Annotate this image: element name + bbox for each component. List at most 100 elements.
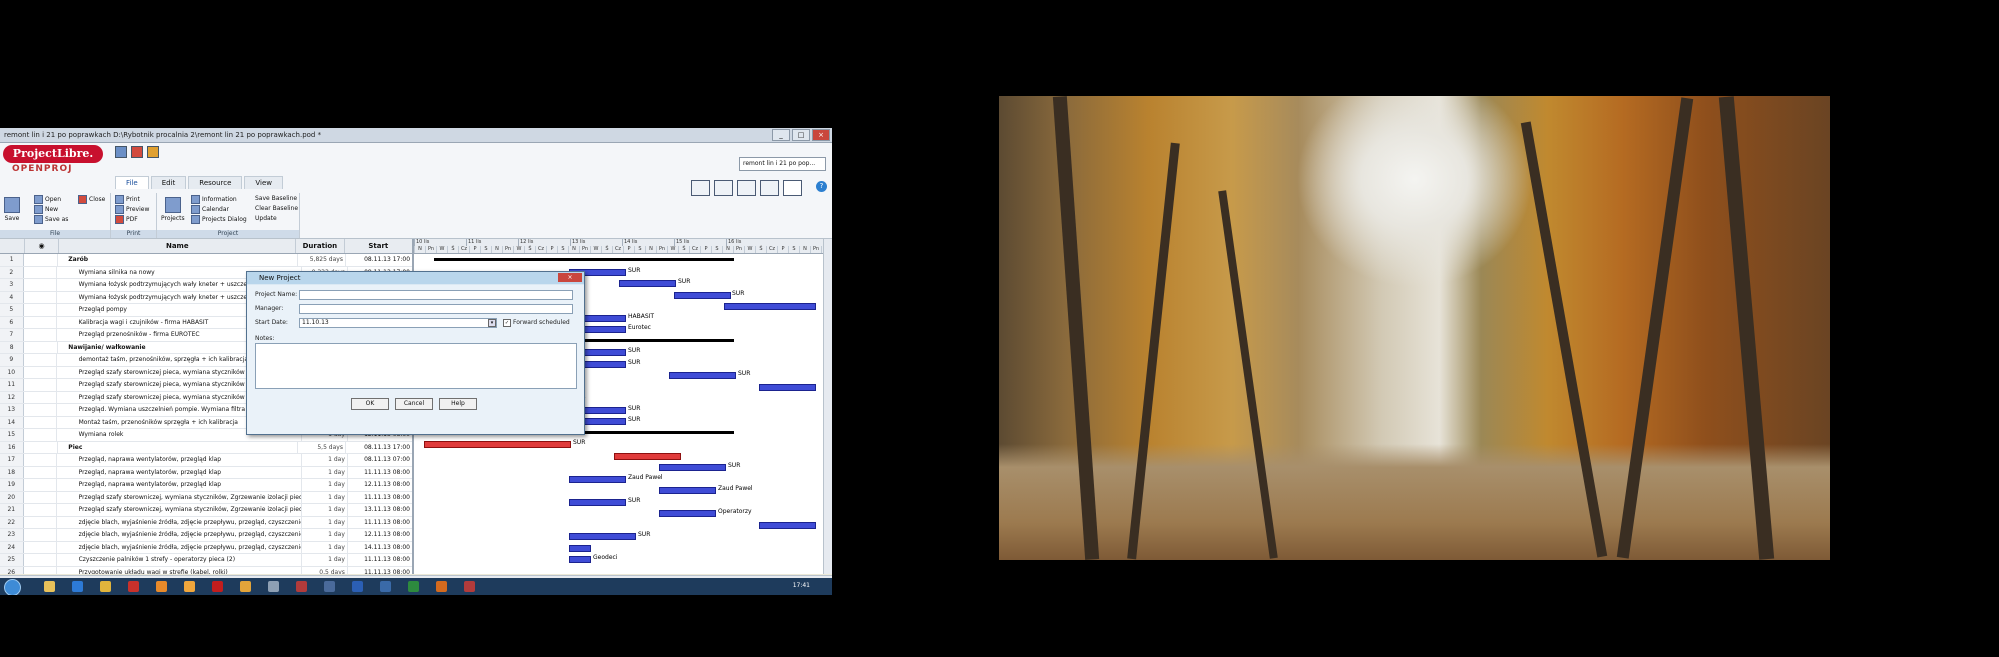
excel-icon[interactable] [408,581,419,592]
blank-view-icon[interactable] [783,180,802,196]
preview-button[interactable]: Preview [115,205,149,214]
task-name[interactable]: Piec [58,441,299,453]
information-button[interactable]: Information [191,195,237,204]
task-id[interactable]: 7 [0,329,24,341]
task-id[interactable]: 5 [0,304,24,316]
dialog-close-icon[interactable]: × [558,273,582,282]
header-name[interactable]: Name [59,239,297,253]
task-indicators[interactable] [24,566,57,574]
chrome-icon[interactable] [100,581,111,592]
task-id[interactable]: 13 [0,404,24,416]
task-name[interactable]: zdjęcie blach, wyjaśnienie źródła, zdjęc… [57,529,302,541]
pdf-app-icon[interactable] [296,581,307,592]
task-duration[interactable]: 1 day [302,529,348,541]
task-id[interactable]: 20 [0,491,24,503]
save-button[interactable]: Save [4,197,20,222]
task-indicators[interactable] [24,404,57,416]
task-start[interactable]: 08.11.13 17:00 [364,256,411,263]
task-id[interactable]: 11 [0,379,24,391]
task-name[interactable]: Przegląd szafy sterowniczej, wymiana sty… [57,504,302,516]
task-name[interactable]: Przegląd, naprawa wentylatorów, przegląd… [57,466,302,478]
task-indicators[interactable] [24,254,59,266]
gantt-task-bar[interactable] [659,464,726,471]
print-button[interactable]: Print [115,195,140,204]
resources-view-icon[interactable] [737,180,756,196]
gantt-task-bar[interactable] [759,521,816,529]
vlc-icon[interactable] [184,581,195,592]
task-id[interactable]: 24 [0,541,24,553]
table-row[interactable]: 26 Przygotowanie układu wagi w strefie (k… [0,566,412,575]
task-id[interactable]: 12 [0,391,24,403]
close-icon[interactable]: × [812,129,830,141]
task-duration[interactable]: 5,5 days [298,441,346,453]
media-icon[interactable] [324,581,335,592]
task-name[interactable]: zdjęcie blach, wyjaśnienie źródła, zdjęc… [57,516,302,528]
forward-scheduled-checkbox[interactable]: ✓ [503,319,511,327]
task-id[interactable]: 26 [0,566,24,574]
task-indicators[interactable] [24,266,57,278]
gantt-task-bar[interactable] [759,383,816,391]
task-indicators[interactable] [24,416,57,428]
report-view-icon[interactable] [760,180,779,196]
opera-icon[interactable] [128,581,139,592]
minimize-icon[interactable]: _ [772,129,790,141]
open-button[interactable]: Open [34,195,61,204]
task-id[interactable]: 2 [0,266,24,278]
gantt-task-bar[interactable] [659,487,716,494]
task-indicators[interactable] [24,391,57,403]
powerpoint-icon[interactable] [436,581,447,592]
table-row[interactable]: 25 Czyszczenie palników 1 strefy - operat… [0,554,412,567]
task-start[interactable]: 11.11.13 08:00 [364,468,410,476]
folder-app-icon[interactable] [240,581,251,592]
gantt-task-bar[interactable] [569,556,591,563]
task-name[interactable]: zdjęcie blach, wyjaśnienie źródła, zdjęc… [57,541,302,553]
task-indicators[interactable] [24,291,57,303]
new-button[interactable]: New [34,205,58,214]
redo-icon[interactable] [147,146,159,158]
gantt-task-bar[interactable] [724,303,816,310]
task-indicators[interactable] [24,441,59,453]
pdf-button[interactable]: PDF [115,215,138,224]
task-start[interactable]: 11.11.13 08:00 [364,568,410,575]
save-as-button[interactable]: Save as [34,215,68,224]
task-start[interactable]: 13.11.13 08:00 [364,506,410,513]
table-row[interactable]: 20 Przegląd szafy sterowniczej, wymiana s… [0,491,412,504]
task-duration[interactable]: 0,5 days [302,566,348,574]
gantt-task-bar[interactable] [569,498,626,506]
header-start[interactable]: Start [368,242,389,250]
task-indicators[interactable] [24,529,57,541]
gantt-task-bar[interactable] [659,510,716,517]
gantt-task-bar[interactable] [669,372,736,379]
tab-file[interactable]: File [115,176,149,189]
task-indicators[interactable] [24,341,59,353]
table-row[interactable]: 18 Przegląd, naprawa wentylatorów, przegl… [0,466,412,479]
ie-icon[interactable] [72,581,83,592]
task-duration[interactable]: 5,825 days [298,254,346,266]
table-row[interactable]: 16 Piec 5,5 days 08.11.13 17:00 [0,441,412,454]
gantt-view-icon[interactable] [691,180,710,196]
notes-field[interactable] [255,343,577,389]
help-button[interactable]: Help [439,398,477,410]
task-name[interactable]: Przegląd, naprawa wentylatorów, przegląd… [57,479,302,491]
task-indicators[interactable] [24,541,57,553]
projects-dialog-button[interactable]: Projects Dialog [191,215,247,224]
task-start[interactable]: 12.11.13 08:00 [364,531,410,538]
table-row[interactable]: 1 Zarób 5,825 days 08.11.13 17:00 [0,254,412,267]
word-icon[interactable] [352,581,363,592]
task-start[interactable]: 08.11.13 17:00 [364,443,411,451]
app-icon[interactable] [268,581,279,592]
task-name[interactable]: Zarób [58,254,299,266]
gantt-task-bar[interactable] [424,441,571,448]
task-id[interactable]: 22 [0,516,24,528]
table-row[interactable]: 23 zdjęcie blach, wyjaśnienie źródła, zdj… [0,529,412,542]
task-indicators[interactable] [24,504,57,516]
maximize-icon[interactable]: □ [792,129,810,141]
task-id[interactable]: 1 [0,254,25,266]
network-view-icon[interactable] [714,180,733,196]
table-row[interactable]: 21 Przegląd szafy sterowniczej, wymiana s… [0,504,412,517]
task-indicators[interactable] [24,316,57,328]
task-indicators[interactable] [24,454,57,466]
header-id[interactable] [0,239,25,253]
tab-edit[interactable]: Edit [150,176,187,189]
task-duration[interactable]: 1 day [302,454,348,466]
